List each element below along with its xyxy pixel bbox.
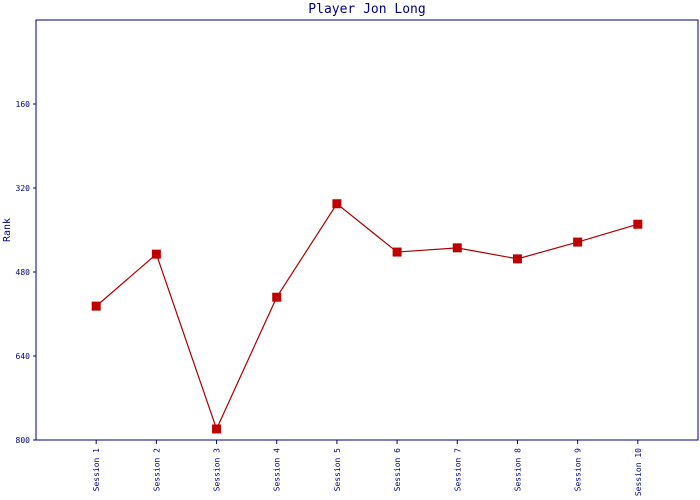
marker <box>91 301 101 311</box>
y-tick-label: 480 <box>16 268 31 277</box>
marker <box>332 199 342 209</box>
y-axis-label: Rank <box>2 218 13 242</box>
marker <box>452 243 462 253</box>
x-tick-label: Session 1 <box>92 448 101 492</box>
y-tick-label: 160 <box>16 100 31 109</box>
marker <box>633 219 643 229</box>
marker <box>272 292 282 302</box>
y-tick-label: 320 <box>16 184 31 193</box>
x-tick-label: Session 5 <box>333 448 342 492</box>
plot-frame <box>35 19 699 441</box>
chart-title: Player Jon Long <box>308 2 425 17</box>
x-tick-label: Session 10 <box>634 448 643 496</box>
x-tick-label: Session 4 <box>273 448 282 492</box>
marker <box>573 237 583 247</box>
x-tick-label: Session 9 <box>574 448 583 492</box>
y-tick-label: 800 <box>16 436 31 445</box>
x-tick-label: Session 2 <box>152 448 161 492</box>
x-tick-label: Session 8 <box>513 448 522 492</box>
x-tick-label: Session 7 <box>453 448 462 492</box>
series-line <box>95 202 638 431</box>
y-tick-label: 640 <box>16 352 31 361</box>
marker <box>392 247 402 257</box>
marker <box>151 249 161 259</box>
x-tick-label: Session 3 <box>213 448 222 492</box>
marker <box>212 424 222 434</box>
marker <box>512 254 522 264</box>
x-tick-label: Session 6 <box>393 448 402 492</box>
